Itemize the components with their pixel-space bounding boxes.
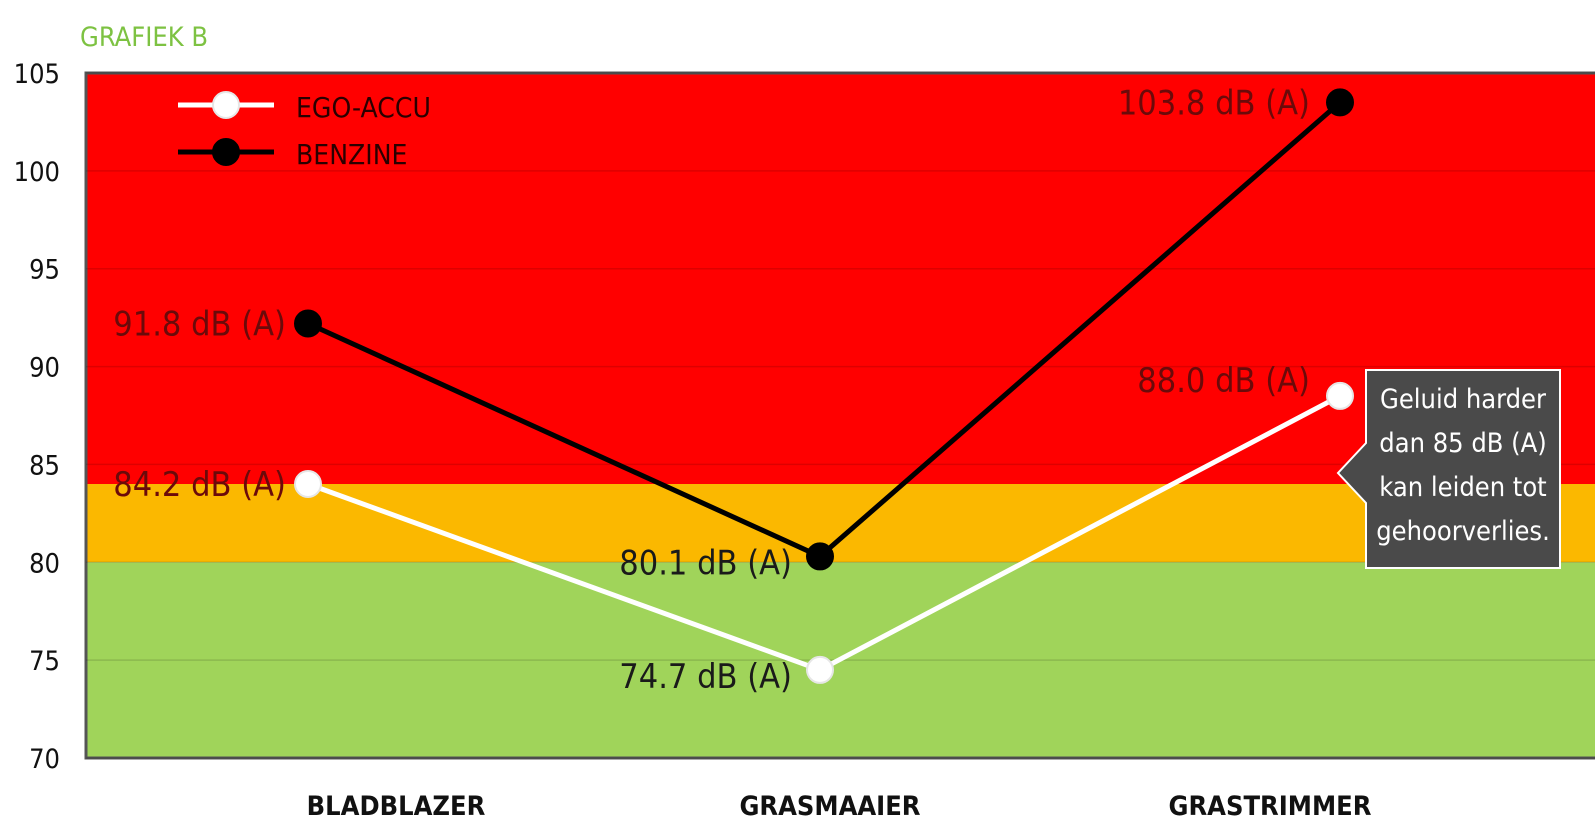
data-point-ego-accu bbox=[294, 470, 322, 498]
y-tick-label: 100 bbox=[14, 157, 60, 188]
callout-text-line: dan 85 dB (A) bbox=[1379, 428, 1546, 459]
chart-header-label: GRAFIEK B bbox=[80, 22, 208, 53]
legend-label: BENZINE bbox=[296, 138, 407, 171]
legend-label: EGO-ACCU bbox=[296, 91, 431, 124]
y-tick-label: 90 bbox=[29, 353, 60, 384]
x-axis-ticks: BLADBLAZER GRASMAAIER GRASTRIMMER bbox=[307, 791, 1372, 822]
data-label: 84.2 dB (A) bbox=[113, 465, 286, 505]
x-tick-label: GRASTRIMMER bbox=[1169, 791, 1372, 822]
data-point-benzine bbox=[1326, 88, 1354, 117]
data-label: 74.7 dB (A) bbox=[619, 657, 792, 697]
y-tick-label: 105 bbox=[14, 59, 60, 90]
zone-red bbox=[86, 73, 1595, 484]
x-tick-label: GRASMAAIER bbox=[739, 791, 920, 822]
data-label: 91.8 dB (A) bbox=[113, 305, 286, 345]
callout-text-line: gehoorverlies. bbox=[1376, 516, 1550, 547]
data-label: 88.0 dB (A) bbox=[1137, 361, 1310, 401]
series-lines: 91.8 dB (A) 84.2 dB (A) 80.1 dB (A) 74.7 dB… bbox=[113, 83, 1354, 697]
zone-bands bbox=[84, 71, 1595, 760]
y-axis-ticks: 105 100 95 90 85 80 75 70 bbox=[14, 59, 60, 775]
annotation-callout: Geluid harder dan 85 dB (A) kan leiden tot… bbox=[1336, 369, 1561, 569]
plot-border bbox=[84, 71, 1595, 760]
data-point-benzine bbox=[806, 542, 834, 571]
callout-box bbox=[1336, 369, 1561, 569]
data-point-benzine bbox=[294, 309, 322, 338]
legend: EGO-ACCU BENZINE bbox=[178, 91, 431, 171]
x-tick-label: BLADBLAZER bbox=[307, 791, 486, 822]
data-point-ego-accu bbox=[806, 655, 834, 684]
y-tick-label: 85 bbox=[29, 450, 60, 481]
y-tick-label: 95 bbox=[29, 255, 60, 286]
data-label: 103.8 dB (A) bbox=[1118, 83, 1310, 123]
data-point-ego-accu bbox=[1326, 381, 1354, 410]
y-tick-label: 75 bbox=[29, 646, 60, 677]
callout-text-line: Geluid harder bbox=[1380, 384, 1546, 415]
y-tick-label: 80 bbox=[29, 548, 60, 579]
data-label: 80.1 dB (A) bbox=[619, 543, 792, 583]
callout-text-line: kan leiden tot bbox=[1379, 472, 1546, 503]
legend-swatch-marker bbox=[212, 91, 240, 119]
legend-swatch-marker bbox=[212, 138, 240, 166]
y-tick-label: 70 bbox=[29, 744, 60, 775]
